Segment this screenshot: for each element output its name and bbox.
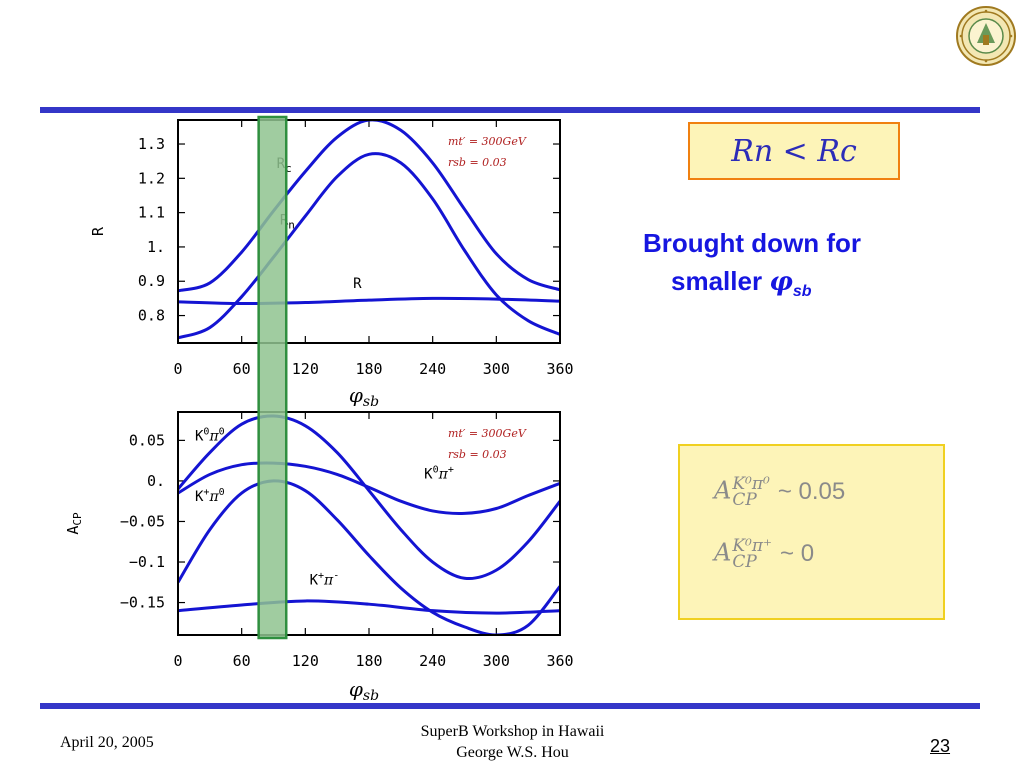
x-tick-label: 180 — [355, 652, 382, 670]
x-axis-title: φsb — [349, 677, 379, 704]
series-line-1-2 — [179, 152, 559, 340]
x-tick-label: 240 — [419, 360, 446, 378]
acp-k0pi0-sup: K⁰π⁰ — [732, 474, 770, 494]
acp-k0pi0-value: ~ 0.05 — [777, 477, 846, 505]
param-annotation: rsb = 0.03 — [448, 156, 507, 169]
footer-author: George W.S. Hou — [456, 744, 569, 761]
acp-k0piplus-base: A — [714, 538, 732, 567]
curve-label: R — [353, 276, 362, 292]
y-tick-label: 1.2 — [138, 169, 165, 187]
y-tick-label: 0.05 — [129, 431, 165, 449]
x-tick-label: 360 — [546, 360, 573, 378]
curve-label: K+π- — [310, 571, 340, 589]
acp-k0pi0-sub: CP — [732, 490, 757, 510]
y-tick-label: 0. — [147, 472, 165, 490]
acp-k0piplus-sup: K⁰π⁺ — [732, 536, 773, 556]
chart-panel-2: 0 60 120 180 240 300 360 0.05 0. −0.05 −0.1 −0.15 φs… — [64, 411, 574, 704]
acp-k0pi0-base: A — [714, 476, 732, 505]
param-annotation: mt′ = 300GeV — [448, 135, 527, 148]
series-line-2-2 — [179, 479, 559, 634]
acp-k0piplus-sub: CP — [732, 552, 757, 572]
footer-workshop: SuperB Workshop in Hawaii — [420, 723, 605, 740]
acp-values-box: A K⁰π⁰ CP ~ 0.05 A K⁰π⁺ CP ~ 0 — [678, 444, 945, 620]
param-annotation: rsb = 0.03 — [448, 448, 507, 461]
plot-frame — [177, 119, 561, 344]
x-tick-label: 0 — [173, 360, 182, 378]
y-tick-label: −0.1 — [129, 553, 165, 571]
y-tick-label: 0.9 — [138, 272, 165, 290]
series-line-2-3 — [179, 461, 559, 515]
phi-subscript: sb — [792, 283, 812, 301]
brought-down-line-2: smaller φsb — [643, 262, 963, 311]
brought-down-note: Brought down for smaller φsb — [643, 224, 963, 311]
series-line-1-3 — [179, 296, 559, 306]
rn-less-than-rc-text: Rn < Rc — [731, 133, 857, 169]
acp-k0piplus-row: A K⁰π⁺ CP ~ 0 — [714, 536, 815, 572]
x-tick-label: 300 — [483, 360, 510, 378]
highlight-band — [257, 115, 288, 640]
x-tick-label: 120 — [292, 360, 319, 378]
x-tick-label: 120 — [292, 652, 319, 670]
university-seal-icon — [956, 6, 1016, 66]
footer-rule — [40, 703, 980, 709]
phi-symbol: φ — [769, 267, 793, 297]
y-axis-title: R — [89, 226, 107, 236]
y-axis-title: ACP — [64, 512, 84, 535]
smaller-word: smaller — [671, 266, 763, 296]
x-tick-label: 240 — [419, 652, 446, 670]
y-tick-label: 1.3 — [138, 135, 165, 153]
param-annotation: mt′ = 300GeV — [448, 427, 527, 440]
x-tick-label: 180 — [355, 360, 382, 378]
series-line-2-1 — [179, 414, 559, 581]
x-tick-label: 300 — [483, 652, 510, 670]
y-tick-label: 1.1 — [138, 204, 165, 222]
charts-canvas: 0 60 120 180 240 300 360 1.3 1.2 1.1 1. 0.9 0.8 φsb R R… — [64, 115, 574, 704]
y-tick-label: −0.15 — [120, 594, 165, 612]
y-tick-label: −0.05 — [120, 512, 165, 530]
header-rule — [40, 107, 980, 113]
x-tick-label: 60 — [233, 652, 251, 670]
footer-date: April 20, 2005 — [60, 734, 154, 751]
chart-panel-1: 0 60 120 180 240 300 360 1.3 1.2 1.1 1. 0.9 0.8 φsb R R… — [89, 119, 574, 410]
series-line-1-1 — [179, 121, 559, 293]
x-tick-label: 60 — [233, 360, 251, 378]
curve-label: K+π0 — [195, 487, 225, 505]
series-line-2-4 — [179, 599, 559, 615]
x-tick-label: 0 — [173, 652, 182, 670]
acp-k0pi0-row: A K⁰π⁰ CP ~ 0.05 — [714, 474, 846, 510]
page-number: 23 — [930, 736, 951, 756]
footer-center: SuperB Workshop in Hawaii George W.S. Ho… — [350, 721, 675, 763]
plot-frame — [177, 411, 561, 636]
x-tick-label: 360 — [546, 652, 573, 670]
brought-down-line-1: Brought down for — [643, 228, 862, 258]
curve-label: K0π+ — [424, 464, 454, 482]
y-tick-label: 0.8 — [138, 307, 165, 325]
acp-k0piplus-value: ~ 0 — [780, 539, 815, 567]
curve-label: K0π0 — [195, 426, 225, 444]
y-tick-label: 1. — [147, 238, 165, 256]
rn-less-than-rc-box: Rn < Rc — [688, 122, 900, 180]
x-axis-title: φsb — [349, 383, 379, 410]
